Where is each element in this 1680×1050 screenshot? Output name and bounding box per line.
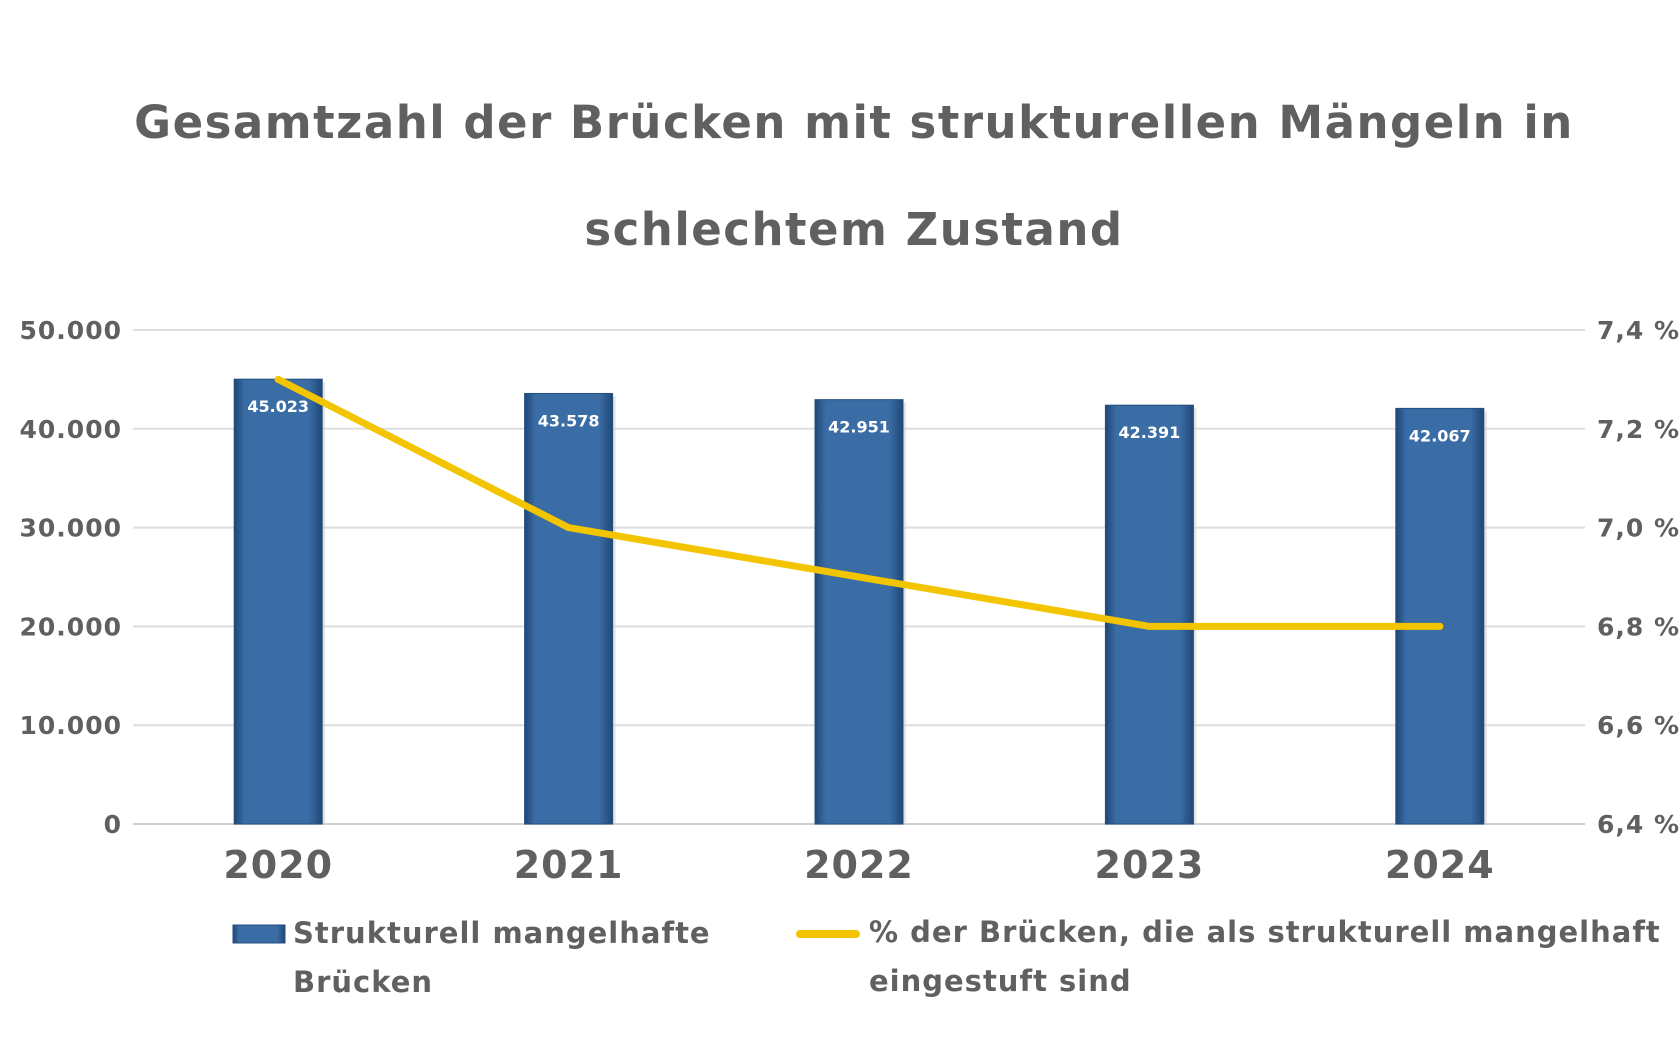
line-point — [1436, 622, 1444, 630]
y-left-tick-label: 50.000 — [20, 316, 122, 345]
y-left-tick-label: 20.000 — [20, 612, 122, 641]
chart-title-line-2: schlechtem Zustand — [584, 203, 1123, 256]
line-point — [565, 524, 573, 532]
y-left-tick-label: 40.000 — [20, 415, 122, 444]
legend-line-label-line-1: % der Brücken, die als strukturell mange… — [869, 915, 1661, 949]
y-axis-right: 6,4 % 6,6 % 6,8 % 7,0 % 7,2 % 7,4 % — [1597, 316, 1680, 839]
legend: Strukturell mangelhafte Brücken % der Brüc… — [232, 915, 1661, 999]
x-tick-label: 2023 — [1095, 843, 1205, 887]
bar-data-label: 43.578 — [538, 411, 600, 430]
bar-data-label: 42.951 — [828, 418, 890, 437]
bar-data-label: 42.067 — [1409, 426, 1471, 445]
x-tick-label: 2024 — [1385, 843, 1495, 887]
y-axis-left: 0 10.000 20.000 30.000 40.000 50.000 — [20, 316, 122, 839]
chart-title-line-1: Gesamtzahl der Brücken mit strukturellen… — [134, 96, 1574, 149]
y-right-tick-label: 6,4 % — [1597, 810, 1680, 839]
x-tick-label: 2021 — [514, 843, 624, 887]
y-left-tick-label: 10.000 — [20, 711, 122, 740]
legend-bar-label-line-2: Brücken — [293, 965, 433, 999]
bar — [1395, 407, 1485, 825]
legend-bar-swatch — [232, 924, 286, 944]
legend-bar-label-line-1: Strukturell mangelhafte — [293, 916, 711, 950]
percent-line — [274, 375, 1444, 630]
line-point — [274, 375, 282, 383]
bar — [524, 392, 614, 825]
x-axis: 2020 2021 2022 2023 2024 — [223, 843, 1495, 887]
bar-data-label: 42.391 — [1119, 423, 1181, 442]
x-tick-label: 2022 — [804, 843, 914, 887]
y-right-tick-label: 6,8 % — [1597, 612, 1680, 641]
y-left-tick-label: 30.000 — [20, 514, 122, 543]
y-right-tick-label: 7,0 % — [1597, 514, 1680, 543]
x-tick-label: 2020 — [223, 843, 333, 887]
bars: 45.023 43.578 42.951 42.391 42.067 — [233, 378, 1487, 825]
line-point — [855, 573, 863, 581]
bar — [1104, 404, 1194, 825]
legend-line-label-line-2: eingestuft sind — [869, 964, 1132, 998]
bar — [814, 399, 904, 825]
line-point — [1145, 622, 1153, 630]
y-left-tick-label: 0 — [104, 810, 122, 839]
bar-data-label: 45.023 — [247, 397, 309, 416]
y-right-tick-label: 6,6 % — [1597, 711, 1680, 740]
y-right-tick-label: 7,2 % — [1597, 415, 1680, 444]
bar — [233, 378, 323, 825]
y-right-tick-label: 7,4 % — [1597, 316, 1680, 345]
